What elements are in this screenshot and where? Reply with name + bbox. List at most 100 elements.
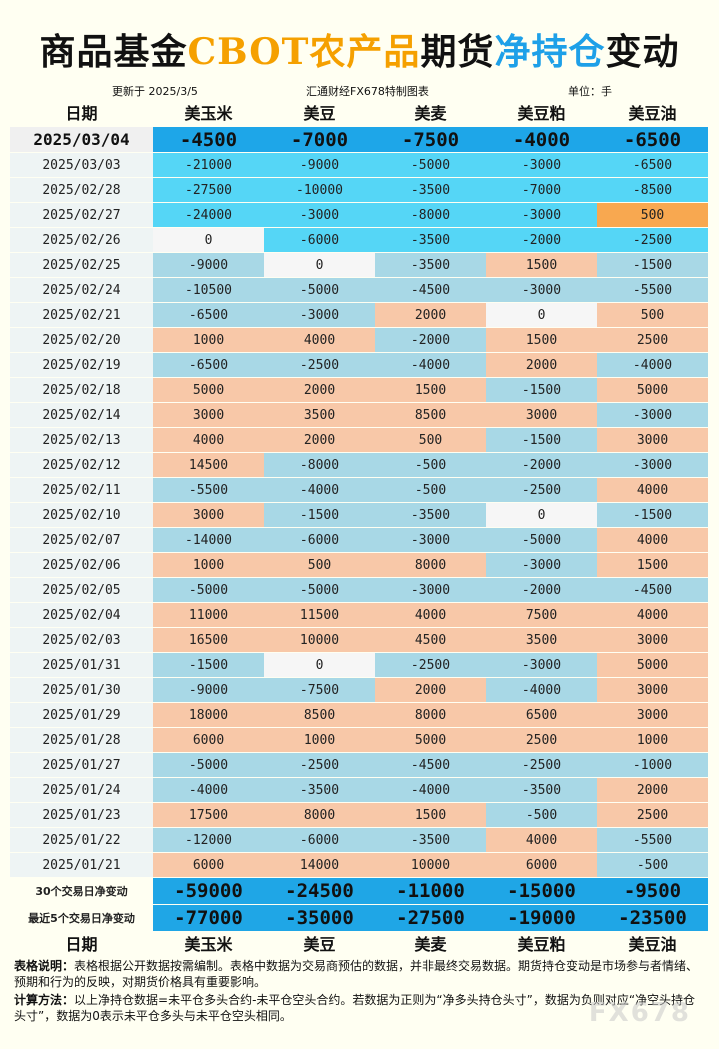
- row-value: -9000: [153, 253, 264, 277]
- table-row: 2025/02/18 5000 2000 1500 -1500 5000: [10, 378, 709, 403]
- row-value: -2500: [264, 353, 375, 377]
- table-row: 2025/02/25 -9000 0 -3500 1500 -1500: [10, 253, 709, 278]
- table-row: 2025/01/21 6000 14000 10000 6000 -500: [10, 853, 709, 878]
- col-soybean: 美豆: [303, 935, 336, 954]
- row-value: 4000: [264, 328, 375, 352]
- row-value: -1000: [597, 753, 708, 777]
- summary-row: 最近5个交易日净变动 -77000 -35000 -27500 -19000 -23500: [10, 905, 709, 932]
- latest-value: -6500: [597, 127, 708, 152]
- row-value: -1500: [597, 253, 708, 277]
- row-value: 4000: [597, 478, 708, 502]
- row-value: -3000: [486, 653, 597, 677]
- table-row: 2025/01/29 18000 8500 8000 6500 3000: [10, 703, 709, 728]
- row-value: -2000: [486, 578, 597, 602]
- row-value: 1000: [597, 728, 708, 752]
- row-value: 1000: [153, 328, 264, 352]
- row-value: 7500: [486, 603, 597, 627]
- row-value: -2500: [375, 653, 486, 677]
- row-value: -3000: [486, 278, 597, 302]
- note-calculation: 计算方法：以上净持仓数据=未平仓多头合约-未平仓空头合约。若数据为正则为“净多头…: [14, 993, 696, 1023]
- row-value: -5000: [375, 153, 486, 177]
- summary-value: -15000: [486, 878, 597, 904]
- row-value: -500: [375, 478, 486, 502]
- row-value: -1500: [153, 653, 264, 677]
- row-date: 2025/01/23: [10, 803, 153, 827]
- latest-value: -4000: [486, 127, 597, 152]
- row-date: 2025/01/30: [10, 678, 153, 702]
- row-value: 3000: [153, 403, 264, 427]
- row-date: 2025/02/04: [10, 603, 153, 627]
- table-row: 2025/02/20 1000 4000 -2000 1500 2500: [10, 328, 709, 353]
- row-value: 18000: [153, 703, 264, 727]
- row-value: 4000: [375, 603, 486, 627]
- row-value: -3500: [375, 503, 486, 527]
- row-date: 2025/01/29: [10, 703, 153, 727]
- row-value: -8500: [597, 178, 708, 202]
- row-value: 8000: [264, 803, 375, 827]
- row-date: 2025/02/18: [10, 378, 153, 402]
- row-value: -6000: [264, 228, 375, 252]
- row-value: 1500: [597, 553, 708, 577]
- row-value: -5500: [597, 828, 708, 852]
- row-value: 2000: [597, 778, 708, 802]
- row-value: -7500: [264, 678, 375, 702]
- col-date: 日期: [65, 104, 98, 123]
- row-value: 1500: [375, 803, 486, 827]
- row-value: -3000: [486, 553, 597, 577]
- row-value: 5000: [375, 728, 486, 752]
- row-date: 2025/02/05: [10, 578, 153, 602]
- row-value: -500: [486, 803, 597, 827]
- row-date: 2025/01/31: [10, 653, 153, 677]
- row-value: -3000: [486, 203, 597, 227]
- row-date: 2025/01/21: [10, 853, 153, 877]
- table-row: 2025/02/03 16500 10000 4500 3500 3000: [10, 628, 709, 653]
- row-date: 2025/02/03: [10, 628, 153, 652]
- row-value: 4000: [486, 828, 597, 852]
- row-value: 1000: [264, 728, 375, 752]
- table-row: 2025/02/21 -6500 -3000 2000 0 500: [10, 303, 709, 328]
- summary-label: 最近5个交易日净变动: [10, 905, 153, 931]
- table-row: 2025/01/31 -1500 0 -2500 -3000 5000: [10, 653, 709, 678]
- row-value: 0: [264, 653, 375, 677]
- row-value: 1000: [153, 553, 264, 577]
- row-value: -3000: [375, 528, 486, 552]
- summary-value: -23500: [597, 905, 708, 931]
- summary-label: 30个交易日净变动: [10, 878, 153, 904]
- row-value: 8000: [375, 703, 486, 727]
- row-value: -3500: [375, 228, 486, 252]
- source-label: 汇通财经FX678特制图表: [306, 85, 429, 98]
- row-value: -2500: [486, 753, 597, 777]
- row-value: -2000: [486, 228, 597, 252]
- row-value: 10000: [375, 853, 486, 877]
- row-value: 8000: [375, 553, 486, 577]
- row-value: -4500: [597, 578, 708, 602]
- row-value: -5500: [597, 278, 708, 302]
- row-value: -4500: [375, 278, 486, 302]
- row-value: -2000: [375, 328, 486, 352]
- row-value: 500: [264, 553, 375, 577]
- row-value: -27500: [153, 178, 264, 202]
- table-row: 2025/02/04 11000 11500 4000 7500 4000: [10, 603, 709, 628]
- col-wheat: 美麦: [414, 935, 447, 954]
- row-value: -4500: [375, 753, 486, 777]
- row-date: 2025/02/21: [10, 303, 153, 327]
- row-value: -5000: [264, 578, 375, 602]
- latest-value: -7000: [264, 127, 375, 152]
- table-row: 2025/02/06 1000 500 8000 -3000 1500: [10, 553, 709, 578]
- row-value: 8500: [264, 703, 375, 727]
- table-row: 2025/03/03 -21000 -9000 -5000 -3000 -6500: [10, 153, 709, 178]
- row-value: -14000: [153, 528, 264, 552]
- row-value: -5000: [264, 278, 375, 302]
- row-value: -4000: [597, 353, 708, 377]
- row-value: -12000: [153, 828, 264, 852]
- latest-value: -4500: [153, 127, 264, 152]
- row-value: -6500: [597, 153, 708, 177]
- row-value: -3500: [486, 778, 597, 802]
- title-part-2: CBOT农产品: [187, 31, 421, 73]
- table-row: 2025/02/13 4000 2000 500 -1500 3000: [10, 428, 709, 453]
- row-value: 6500: [486, 703, 597, 727]
- row-value: 5000: [597, 378, 708, 402]
- row-value: 0: [486, 303, 597, 327]
- row-value: -3000: [597, 453, 708, 477]
- row-value: 2500: [597, 803, 708, 827]
